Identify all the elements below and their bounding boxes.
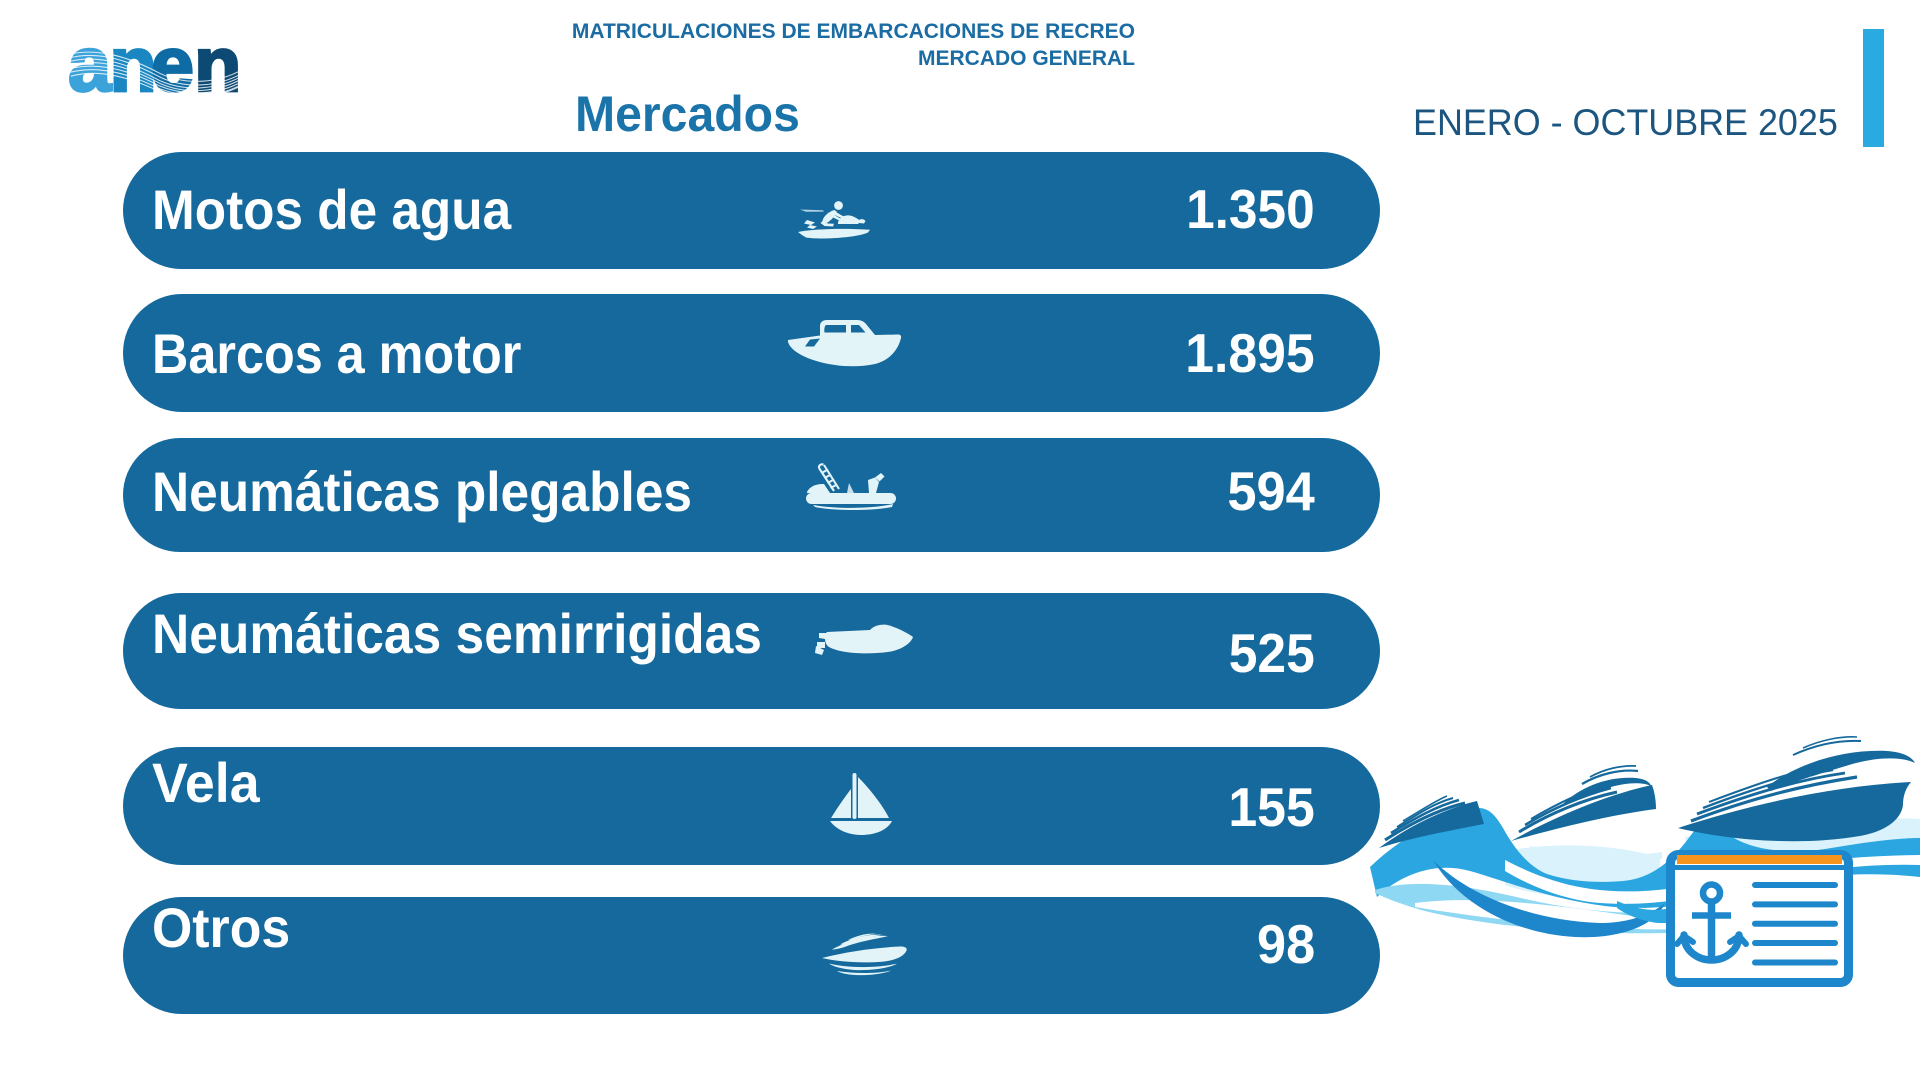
svg-text:n: n: [109, 40, 156, 100]
